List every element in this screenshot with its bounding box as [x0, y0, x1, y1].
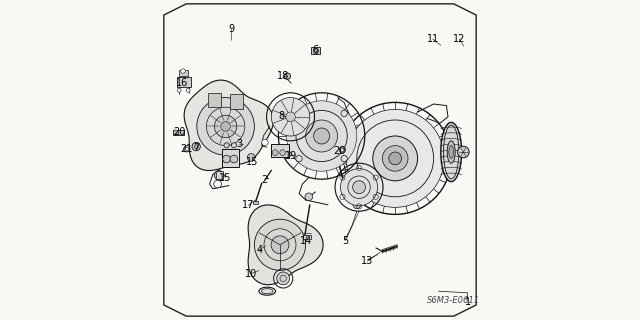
Circle shape: [340, 148, 344, 151]
Text: S6M3-E0611: S6M3-E0611: [428, 296, 481, 305]
Text: 15: 15: [246, 156, 259, 167]
Bar: [222, 149, 239, 167]
Text: 9: 9: [228, 24, 234, 35]
Circle shape: [305, 193, 312, 201]
Circle shape: [314, 128, 330, 144]
Circle shape: [184, 146, 190, 152]
Polygon shape: [164, 4, 476, 316]
Bar: [253, 201, 258, 204]
Circle shape: [353, 181, 365, 194]
Text: 16: 16: [176, 77, 189, 88]
Bar: [312, 47, 321, 54]
Circle shape: [214, 180, 221, 188]
Circle shape: [230, 155, 238, 163]
Circle shape: [287, 101, 357, 171]
Circle shape: [372, 136, 417, 181]
Circle shape: [224, 143, 229, 148]
Text: 15: 15: [220, 172, 232, 183]
Circle shape: [214, 171, 224, 180]
Circle shape: [346, 109, 444, 207]
Ellipse shape: [449, 146, 454, 158]
Circle shape: [458, 146, 469, 158]
Text: 14: 14: [300, 236, 312, 246]
Bar: [303, 235, 311, 239]
Circle shape: [186, 88, 190, 92]
Polygon shape: [248, 205, 323, 285]
Text: 20: 20: [333, 146, 346, 156]
Circle shape: [197, 98, 254, 155]
Text: 7: 7: [193, 143, 199, 153]
Circle shape: [314, 49, 319, 54]
Circle shape: [221, 122, 230, 131]
Circle shape: [262, 139, 268, 146]
Circle shape: [173, 130, 179, 135]
Text: 12: 12: [453, 34, 465, 44]
Circle shape: [254, 219, 306, 270]
Text: 13: 13: [361, 256, 374, 267]
Circle shape: [180, 69, 186, 73]
Circle shape: [284, 73, 291, 79]
Text: 3: 3: [236, 139, 243, 149]
Circle shape: [232, 143, 237, 148]
Text: 5: 5: [342, 236, 349, 246]
Text: 8: 8: [278, 111, 285, 121]
Ellipse shape: [441, 123, 461, 182]
Bar: [177, 77, 191, 87]
Circle shape: [285, 112, 296, 122]
Text: 17: 17: [242, 200, 254, 211]
Circle shape: [306, 120, 338, 152]
Bar: [216, 171, 223, 179]
Text: 19: 19: [285, 151, 298, 161]
Circle shape: [353, 201, 361, 209]
Circle shape: [280, 150, 285, 156]
Text: 18: 18: [277, 71, 289, 81]
Text: 2: 2: [261, 175, 268, 185]
Circle shape: [177, 88, 181, 92]
Circle shape: [388, 152, 402, 165]
Circle shape: [383, 146, 408, 171]
Bar: [230, 94, 243, 109]
Circle shape: [340, 169, 378, 206]
Circle shape: [271, 98, 310, 136]
Circle shape: [339, 147, 346, 153]
Circle shape: [192, 142, 200, 151]
Circle shape: [276, 272, 289, 285]
Circle shape: [214, 115, 237, 138]
Text: 20: 20: [173, 127, 186, 137]
Polygon shape: [184, 80, 273, 171]
Text: 11: 11: [426, 34, 439, 44]
Circle shape: [223, 155, 230, 163]
Ellipse shape: [447, 141, 455, 163]
Text: 6: 6: [313, 44, 319, 55]
Ellipse shape: [262, 289, 273, 294]
Circle shape: [271, 236, 289, 254]
Circle shape: [273, 150, 278, 156]
Bar: [208, 93, 221, 107]
Text: 10: 10: [245, 268, 257, 279]
Bar: [271, 144, 289, 157]
Text: 21: 21: [180, 144, 193, 154]
Bar: [179, 70, 188, 76]
Bar: [173, 130, 184, 135]
Text: 1: 1: [465, 297, 471, 308]
Ellipse shape: [444, 125, 459, 179]
Text: 4: 4: [256, 245, 262, 255]
Circle shape: [195, 145, 198, 148]
Circle shape: [186, 147, 188, 150]
Circle shape: [247, 154, 255, 161]
